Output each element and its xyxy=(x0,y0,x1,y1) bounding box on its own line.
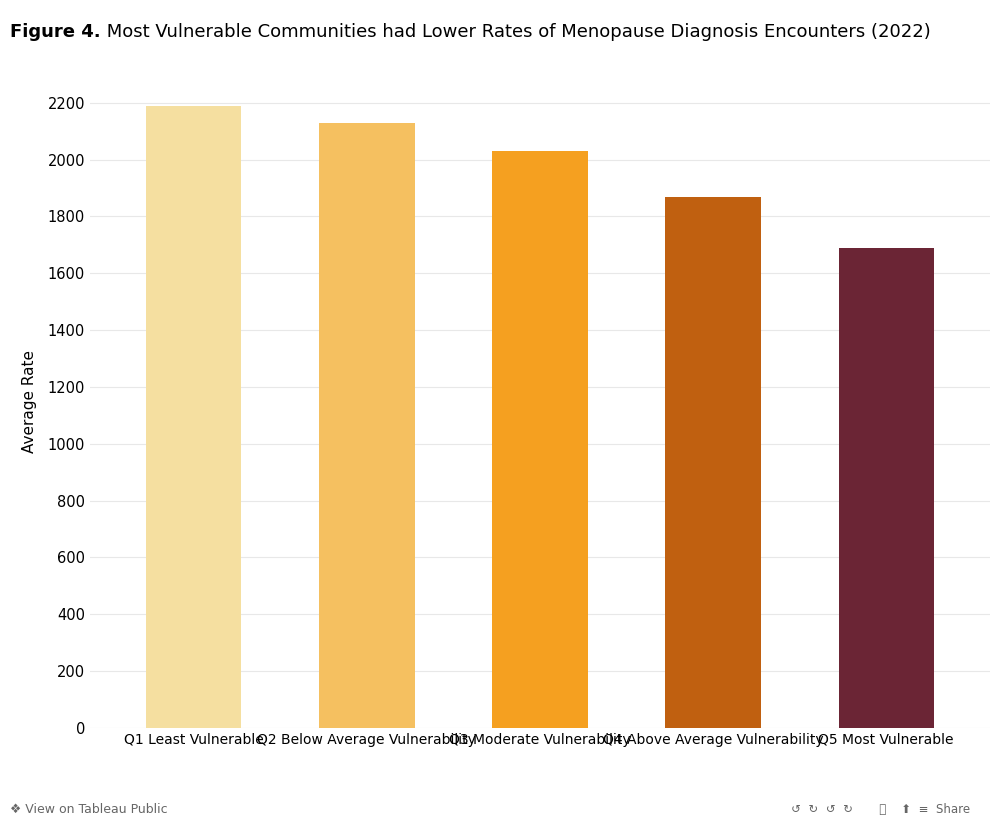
Bar xyxy=(665,197,761,728)
Text: Figure 4.: Figure 4. xyxy=(10,23,101,41)
Bar xyxy=(319,122,415,728)
Y-axis label: Average Rate: Average Rate xyxy=(22,350,37,452)
Text: ↺  ↻  ↺  ↻       ⧉    ⬆  ≡  Share: ↺ ↻ ↺ ↻ ⧉ ⬆ ≡ Share xyxy=(791,803,970,816)
Bar xyxy=(146,106,241,728)
Bar xyxy=(492,151,588,728)
Bar xyxy=(839,248,934,728)
Text: ❖ View on Tableau Public: ❖ View on Tableau Public xyxy=(10,803,168,816)
Text: Most Vulnerable Communities had Lower Rates of Menopause Diagnosis Encounters (2: Most Vulnerable Communities had Lower Ra… xyxy=(101,23,930,41)
